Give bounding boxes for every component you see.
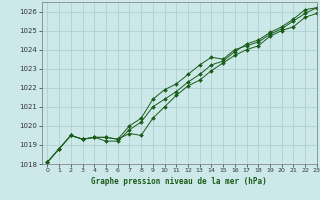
X-axis label: Graphe pression niveau de la mer (hPa): Graphe pression niveau de la mer (hPa) (91, 177, 267, 186)
